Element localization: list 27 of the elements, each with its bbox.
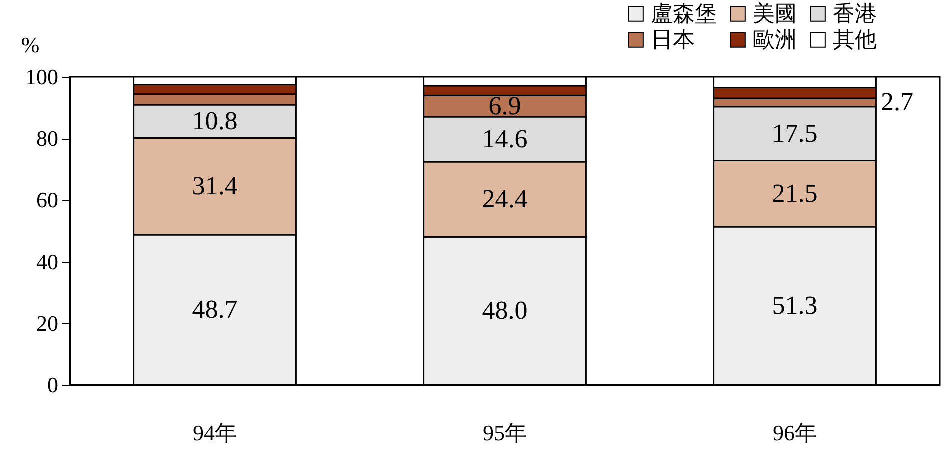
data-label: 24.4 <box>482 184 528 214</box>
y-axis-title: % <box>21 32 40 58</box>
legend-label: 日本 <box>651 27 695 52</box>
data-label: 21.5 <box>772 178 818 208</box>
x-tick-label: 95年 <box>483 420 527 446</box>
data-label: 51.3 <box>772 291 818 320</box>
data-label: 2.7 <box>881 88 914 117</box>
x-tick-label: 94年 <box>193 420 237 446</box>
y-tick-label: 40 <box>36 249 58 274</box>
data-label: 10.8 <box>192 106 238 136</box>
legend-label: 歐洲 <box>753 27 797 52</box>
data-label: 6.9 <box>488 91 522 120</box>
legend-label: 美國 <box>753 1 797 26</box>
y-tick-label: 80 <box>36 126 58 152</box>
y-tick-label: 20 <box>36 310 58 336</box>
data-label: 17.5 <box>772 118 818 148</box>
data-label: 48.7 <box>192 295 238 324</box>
data-label: 48.0 <box>482 296 528 326</box>
legend-label: 盧森堡 <box>651 1 717 26</box>
x-tick-label: 96年 <box>773 420 817 446</box>
legend-label: 其他 <box>833 27 877 52</box>
y-tick-label: 0 <box>48 372 58 398</box>
legend-label: 香港 <box>833 1 877 26</box>
data-label: 14.6 <box>482 124 528 154</box>
y-tick-label: 60 <box>36 188 58 213</box>
data-label: 31.4 <box>192 172 238 201</box>
y-tick-label: 100 <box>26 64 58 90</box>
